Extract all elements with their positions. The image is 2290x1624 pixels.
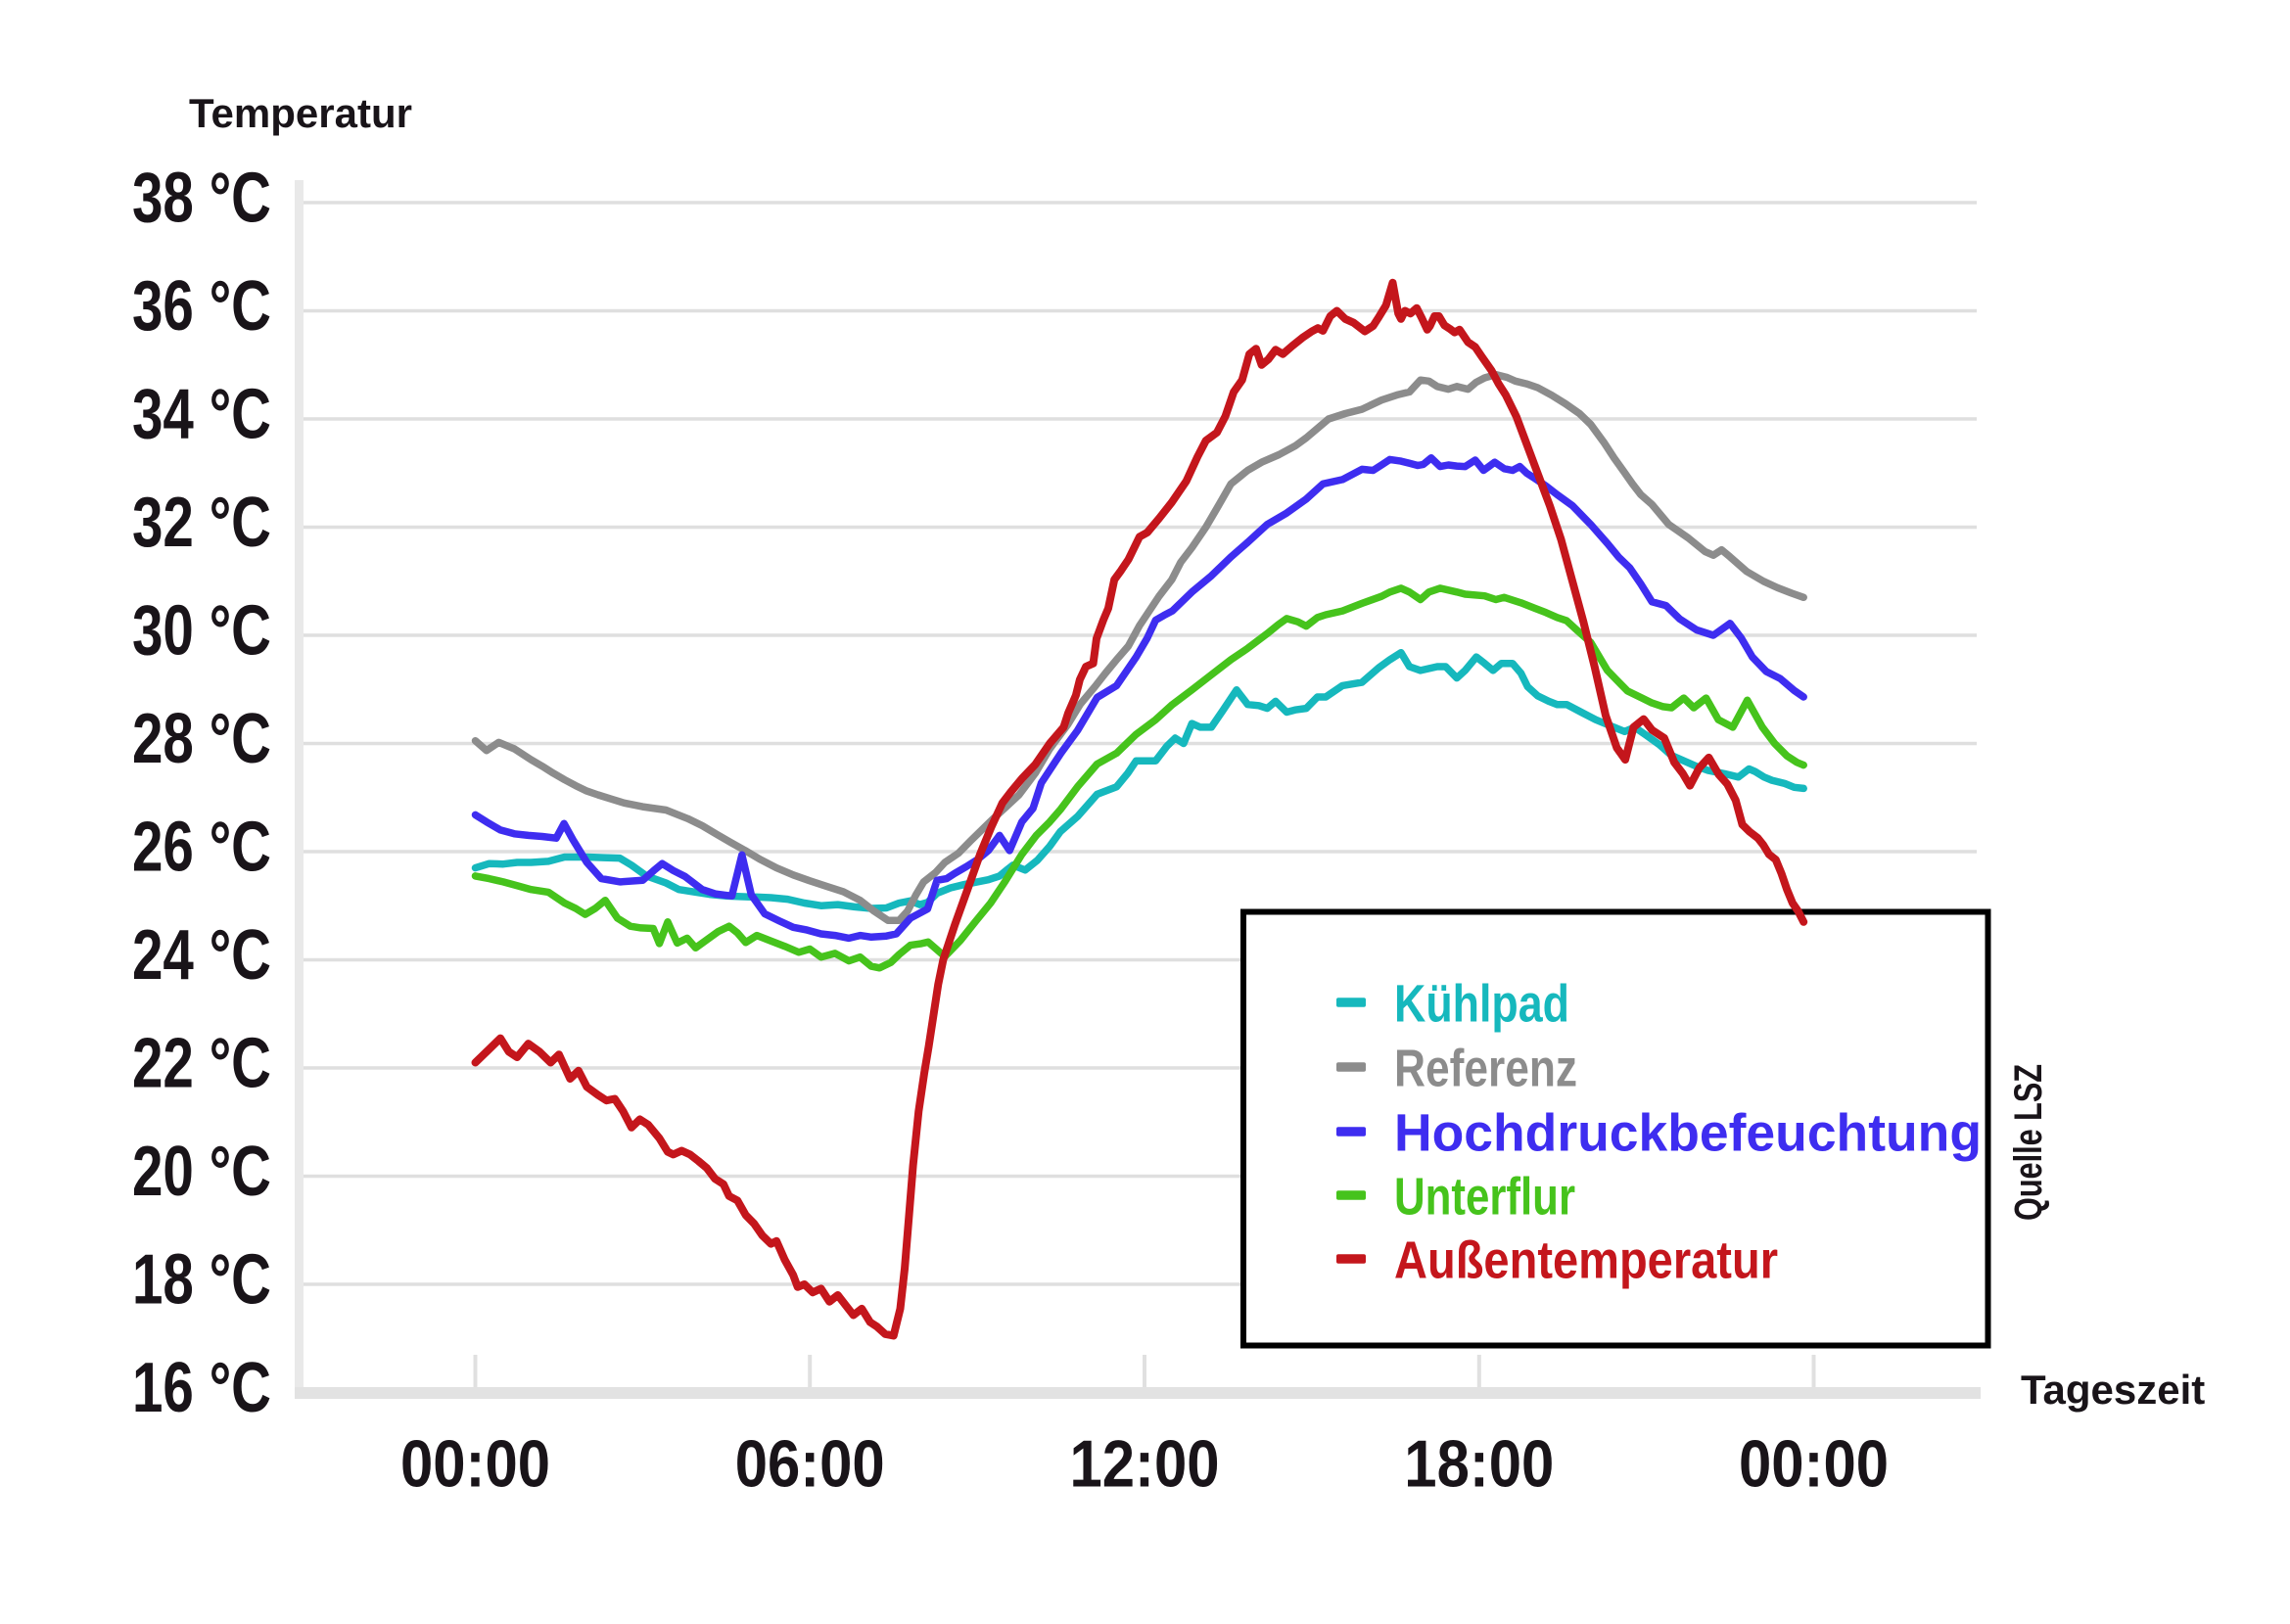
svg-text:36 °C: 36 °C (132, 267, 271, 346)
svg-text:Tageszeit: Tageszeit (2021, 1367, 2205, 1413)
svg-text:30 °C: 30 °C (132, 592, 271, 671)
svg-text:38 °C: 38 °C (132, 160, 271, 238)
svg-text:18:00: 18:00 (1404, 1427, 1554, 1502)
svg-text:Außentemperatur: Außentemperatur (1394, 1231, 1778, 1290)
svg-text:00:00: 00:00 (1739, 1427, 1889, 1502)
svg-text:32 °C: 32 °C (132, 484, 271, 562)
svg-text:18 °C: 18 °C (132, 1241, 271, 1320)
svg-text:Hochdruckbefeuchtung: Hochdruckbefeuchtung (1394, 1104, 1982, 1163)
svg-text:12:00: 12:00 (1070, 1427, 1220, 1502)
svg-text:00:00: 00:00 (400, 1427, 550, 1502)
svg-text:22 °C: 22 °C (132, 1025, 271, 1103)
svg-text:24 °C: 24 °C (132, 916, 271, 995)
svg-text:20 °C: 20 °C (132, 1133, 271, 1211)
svg-text:Referenz: Referenz (1394, 1040, 1577, 1098)
svg-text:34 °C: 34 °C (132, 376, 271, 454)
svg-text:Quelle LSZ: Quelle LSZ (2007, 1064, 2050, 1221)
svg-text:28 °C: 28 °C (132, 700, 271, 778)
svg-text:06:00: 06:00 (735, 1427, 885, 1502)
svg-text:26 °C: 26 °C (132, 809, 271, 887)
svg-text:Kühlpad: Kühlpad (1394, 975, 1569, 1034)
svg-text:16 °C: 16 °C (132, 1349, 271, 1427)
svg-text:Unterflur: Unterflur (1394, 1168, 1575, 1227)
svg-text:Temperatur: Temperatur (189, 90, 412, 136)
